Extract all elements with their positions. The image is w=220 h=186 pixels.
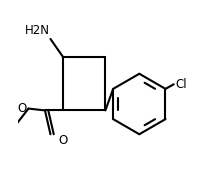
Text: O: O — [58, 134, 68, 147]
Text: H2N: H2N — [25, 24, 50, 37]
Text: Cl: Cl — [175, 78, 187, 91]
Text: O: O — [17, 102, 27, 115]
